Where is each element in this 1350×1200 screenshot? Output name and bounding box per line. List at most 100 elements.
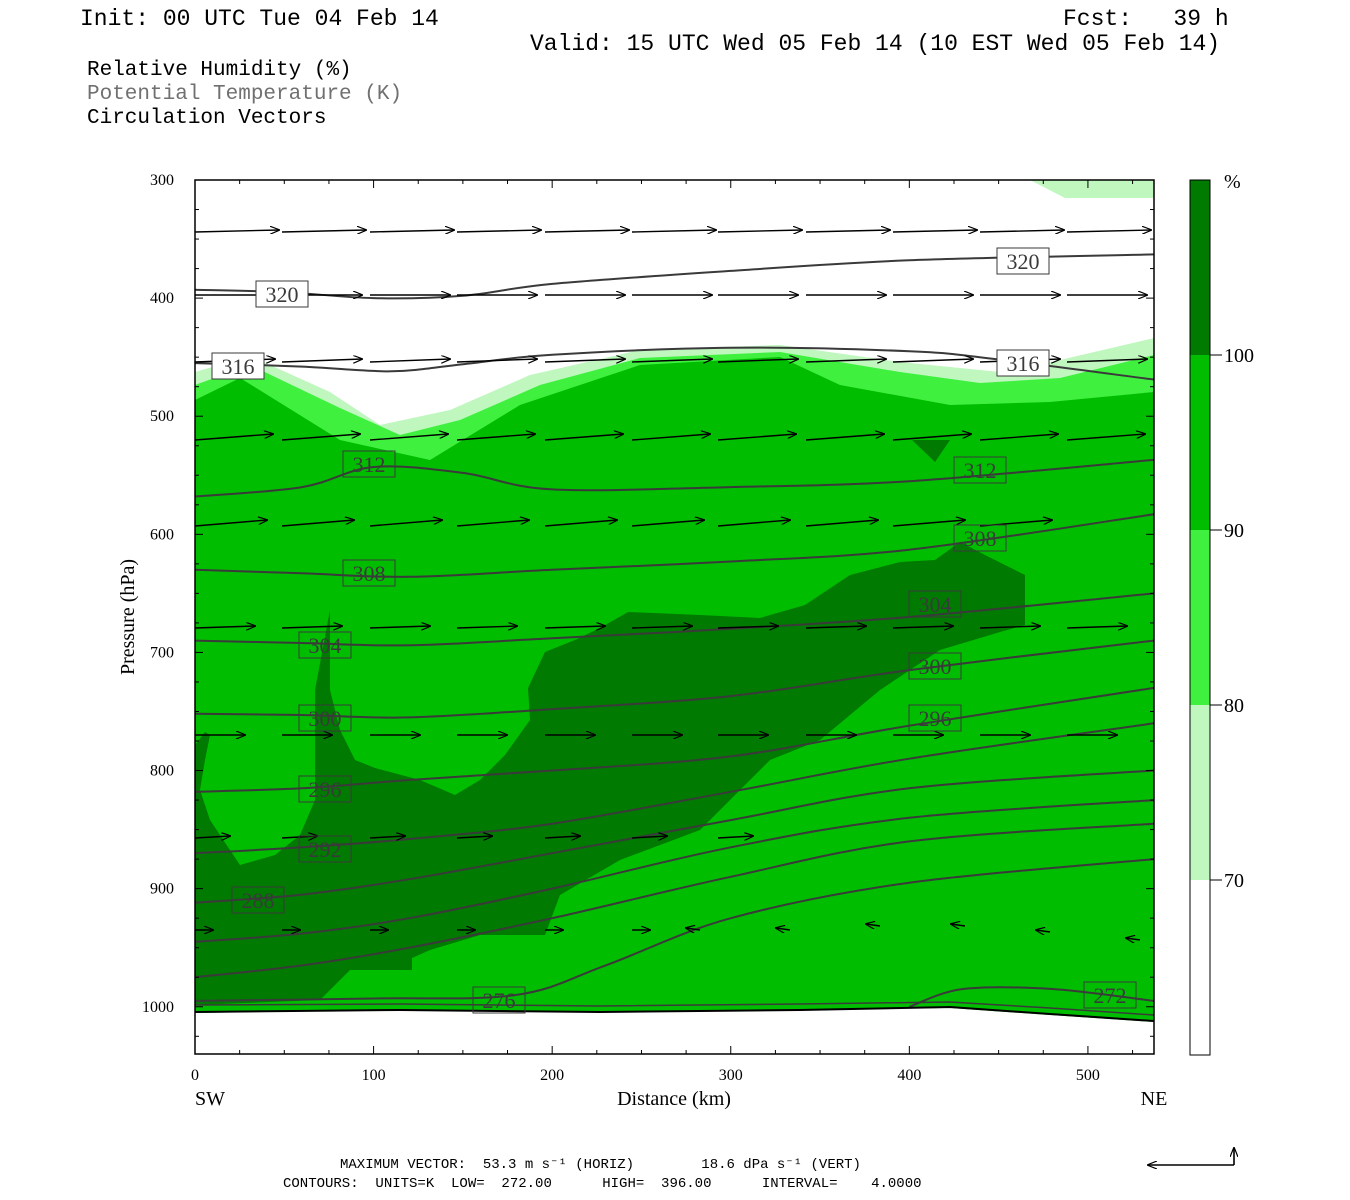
contour-label-276: 276: [483, 988, 516, 1013]
circulation-vector: [456, 626, 517, 628]
y-tick-label-800: 800: [150, 763, 174, 780]
surface-region: [195, 1008, 1154, 1054]
circulation-vector: [717, 520, 790, 527]
circulation-vector: [456, 359, 537, 362]
theta-contour-300: [195, 639, 1154, 719]
contour-label-box: [342, 450, 396, 478]
y-tick-label-900: 900: [150, 881, 174, 898]
contour-label-box: [255, 280, 309, 308]
contour-label-box: [953, 524, 1007, 552]
circulation-vector: [544, 434, 623, 441]
colorbar-band-90: [1190, 355, 1210, 530]
theta-contour-288: [195, 769, 1154, 904]
theta-contour-284: [195, 799, 1154, 943]
circulation-vector: [631, 836, 667, 838]
circulation-vector: [979, 626, 1040, 628]
circulation-vector: [631, 230, 716, 232]
contour-label-box: [953, 456, 1007, 484]
circulation-vector: [892, 626, 953, 628]
circulation-vector: [456, 836, 492, 838]
y-tick-label-300: 300: [150, 172, 174, 189]
circulation-vector: [805, 626, 866, 628]
contour-label-box: [298, 775, 352, 803]
circulation-vector: [456, 230, 541, 232]
surface-line: [195, 1005, 1154, 1022]
contour-label-312: 312: [964, 458, 997, 483]
contour-label-296: 296: [309, 777, 342, 802]
circulation-vector: [544, 836, 580, 838]
contour-label-320: 320: [1007, 249, 1040, 274]
colorbar-band-70: [1190, 705, 1210, 880]
circulation-vector: [369, 626, 430, 628]
circulation-vector: [195, 434, 273, 441]
contour-label-300: 300: [919, 654, 952, 679]
contour-label-box: [996, 247, 1050, 275]
y-tick-label-400: 400: [150, 290, 174, 307]
colorbar-unit: %: [1224, 171, 1241, 193]
legend-vectors: Circulation Vectors: [87, 107, 327, 130]
circulation-vector: [805, 359, 886, 362]
y-tick-label-1000: 1000: [142, 999, 174, 1016]
rh-100-notch: [912, 440, 950, 462]
circulation-vector: [805, 520, 878, 527]
contour-label-box: [298, 835, 352, 863]
legend-rh: Relative Humidity (%): [87, 59, 352, 82]
theta-contour-280: [195, 822, 1154, 979]
theta-contour-320: [195, 253, 1154, 300]
circulation-vector: [717, 359, 798, 362]
contour-label-304: 304: [919, 592, 952, 617]
colorbar-label-90: 90: [1224, 520, 1244, 542]
circulation-vector: [195, 520, 267, 527]
circulation-vector: [195, 230, 279, 232]
circulation-vector: [369, 520, 442, 527]
surface-line-upper: [195, 1001, 1154, 1016]
y-tick-label-600: 600: [150, 526, 174, 543]
circulation-vector: [281, 230, 366, 232]
reference-vector: [1148, 1148, 1234, 1165]
contour-label-316: 316: [1007, 351, 1040, 376]
forecast-hour: Fcst: 39 h: [1063, 6, 1229, 32]
circulation-vector: [892, 520, 965, 527]
circulation-vector: [281, 626, 342, 628]
x-tick-label-400: 400: [897, 1067, 921, 1084]
circulation-vector: [717, 230, 802, 232]
theta-contour-308: [195, 513, 1154, 578]
circulation-vector: [456, 434, 535, 441]
circulation-vector: [369, 836, 405, 838]
colorbar-frame: [1189, 179, 1211, 1056]
contour-label-308: 308: [964, 526, 997, 551]
circulation-vector: [717, 434, 796, 441]
contour-label-316: 316: [222, 354, 255, 379]
circulation-vector: [544, 230, 629, 232]
contour-label-box: [472, 986, 526, 1014]
circulation-vector: [195, 626, 255, 628]
circulation-vector: [369, 359, 450, 362]
circulation-vector: [631, 359, 712, 362]
circulation-vector: [805, 434, 884, 441]
plot-frame: [194, 179, 1155, 1055]
contour-label-320: 320: [266, 282, 299, 307]
axes: 0 100 200 300 400 500 300 400 500 600 700 800 900 100…: [142, 172, 1154, 1084]
circulation-vector: [369, 434, 448, 441]
circulation-vector: [369, 230, 454, 232]
footer-contours: CONTOURS: UNITS=K LOW= 272.00 HIGH= 396.…: [283, 1176, 922, 1192]
x-tick-label-200: 200: [540, 1067, 564, 1084]
footer-max-vector: MAXIMUM VECTOR: 53.3 m s⁻¹ (HORIZ) 18.6 …: [340, 1157, 861, 1173]
colorbar-band-80: [1190, 530, 1210, 705]
endpoint-left: SW: [195, 1088, 225, 1110]
circulation-vector: [544, 626, 605, 628]
contour-label-box: [231, 886, 285, 914]
circulation-vector: [1066, 626, 1127, 628]
circulation-vector: [631, 520, 704, 527]
contour-label-box: [908, 704, 962, 732]
circulation-vector: [951, 924, 966, 926]
circulation-vector: [544, 359, 625, 362]
colorbar: % 100 90 80 70: [1189, 171, 1254, 1056]
valid-time: Valid: 15 UTC Wed 05 Feb 14 (10 EST Wed …: [530, 31, 1221, 57]
circulation-vector: [1066, 434, 1145, 441]
circulation-vector: [544, 520, 617, 527]
contour-label-box: [298, 631, 352, 659]
contour-label-box: [342, 559, 396, 587]
rh-70-region-top: [1030, 180, 1154, 198]
